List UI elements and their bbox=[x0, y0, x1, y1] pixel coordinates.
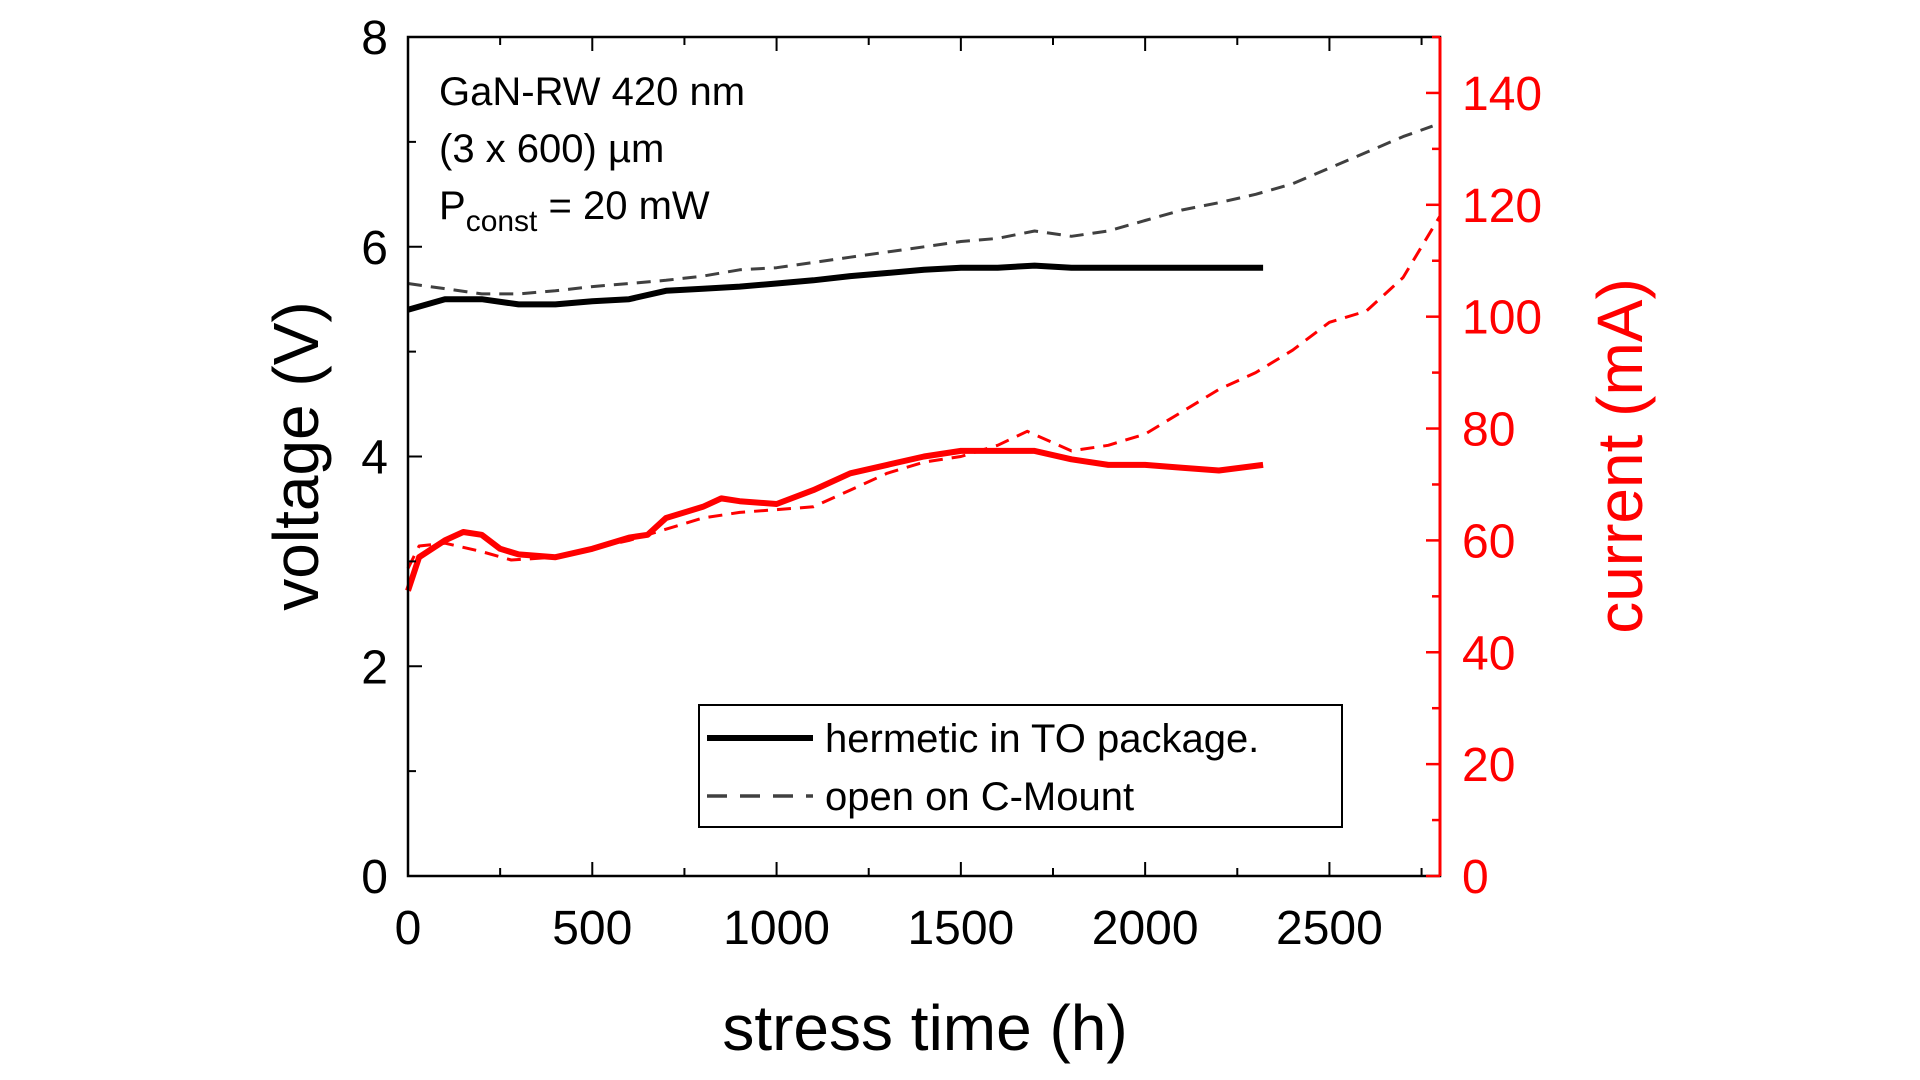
series-line-1 bbox=[407, 124, 1434, 296]
y-axis-label: voltage (V) bbox=[260, 301, 332, 610]
y-tick-label: 2 bbox=[361, 641, 388, 694]
x-tick-label: 2500 bbox=[1276, 902, 1383, 955]
x-tick-label: 1500 bbox=[907, 902, 1014, 955]
y2-tick-label: 80 bbox=[1462, 404, 1515, 457]
annotation-line3: Pconst = 20 mW bbox=[439, 184, 710, 238]
y2-tick-label: 140 bbox=[1462, 68, 1542, 121]
y-tick-label: 0 bbox=[361, 851, 388, 904]
legend-label-hermetic: hermetic in TO package. bbox=[825, 717, 1259, 761]
series-line-2 bbox=[405, 447, 1264, 592]
y2-axis-label: current (mA) bbox=[1584, 278, 1656, 634]
y-tick-label: 6 bbox=[361, 222, 388, 275]
p-value: = 20 mW bbox=[537, 184, 710, 228]
x-tick-label: 500 bbox=[552, 902, 632, 955]
y2-tick-label: 40 bbox=[1462, 627, 1515, 680]
x-tick-label: 2000 bbox=[1092, 902, 1199, 955]
y2-tick-label: 120 bbox=[1462, 180, 1542, 233]
p-subscript: const bbox=[466, 205, 538, 238]
y2-tick-label: 0 bbox=[1462, 851, 1489, 904]
legend-label-open: open on C-Mount bbox=[825, 775, 1134, 819]
x-axis-label: stress time (h) bbox=[722, 992, 1127, 1064]
annotation-line1: GaN-RW 420 nm bbox=[439, 70, 745, 114]
x-tick-label: 0 bbox=[395, 902, 422, 955]
annotation-line2: (3 x 600) µm bbox=[439, 127, 664, 171]
legend-box bbox=[698, 704, 1343, 828]
p-symbol: P bbox=[439, 184, 466, 228]
y2-tick-label: 60 bbox=[1462, 515, 1515, 568]
y-tick-label: 4 bbox=[361, 432, 388, 485]
x-tick-label: 1000 bbox=[723, 902, 830, 955]
series-line-0 bbox=[407, 262, 1264, 313]
axis-ticks: 0 500 1000 1500 2000 250002468020406080100120… bbox=[361, 12, 1542, 955]
y-tick-label: 8 bbox=[361, 12, 388, 65]
y2-tick-label: 20 bbox=[1462, 739, 1515, 792]
legend: hermetic in TO package. open on C-Mount bbox=[698, 704, 1343, 828]
y2-tick-label: 100 bbox=[1462, 292, 1542, 345]
plot-marks bbox=[405, 124, 1442, 592]
